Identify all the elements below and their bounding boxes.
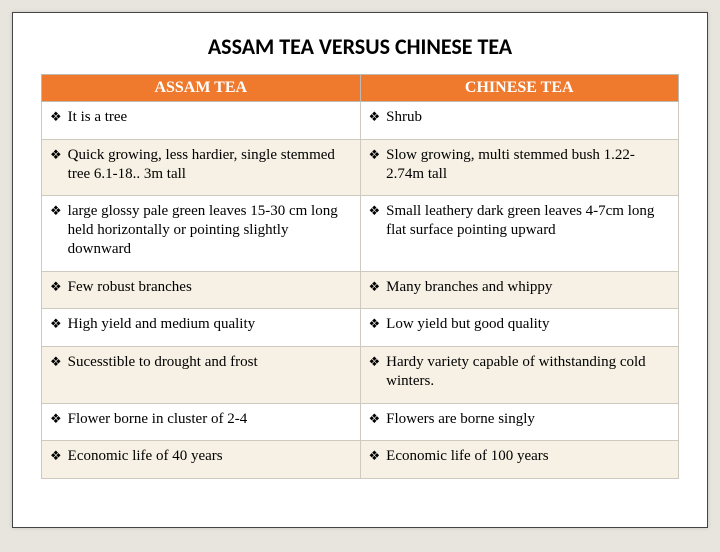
table-row: ❖ Flower borne in cluster of 2-4 ❖ Flowers…: [42, 403, 679, 441]
cell-text: Quick growing, less hardier, single stem…: [68, 146, 352, 184]
cell-text: Flowers are borne singly: [386, 410, 670, 429]
col-header-assam: ASSAM TEA: [42, 75, 361, 102]
cell-text: High yield and medium quality: [68, 315, 352, 334]
cell-right: ❖ Flowers are borne singly: [360, 403, 679, 441]
bullet-icon: ❖: [369, 146, 381, 184]
slide-frame: ASSAM TEA VERSUS CHINESE TEA ASSAM TEA C…: [12, 12, 708, 528]
table-row: ❖ It is a tree ❖ Shrub: [42, 102, 679, 140]
cell-text: Economic life of 100 years: [386, 447, 670, 466]
cell-right: ❖Slow growing, multi stemmed bush 1.22-2…: [360, 139, 679, 196]
table-row: ❖Sucesstible to drought and frost ❖Hardy…: [42, 347, 679, 404]
cell-left: ❖ Sucesstible to drought and frost: [42, 347, 361, 404]
cell-left: ❖large glossy pale green leaves 15-30 cm…: [42, 196, 361, 271]
bullet-icon: ❖: [50, 353, 62, 372]
bullet-icon: ❖: [50, 410, 62, 429]
bullet-icon: ❖: [50, 278, 62, 297]
cell-text: Flower borne in cluster of 2-4: [68, 410, 352, 429]
cell-right: ❖ Economic life of 100 years: [360, 441, 679, 479]
cell-text: Shrub: [386, 108, 670, 127]
cell-right: ❖Small leathery dark green leaves 4-7cm …: [360, 196, 679, 271]
bullet-icon: ❖: [369, 108, 381, 127]
table-row: ❖Quick growing, less hardier, single ste…: [42, 139, 679, 196]
cell-left: ❖ Flower borne in cluster of 2-4: [42, 403, 361, 441]
cell-text: Small leathery dark green leaves 4-7cm l…: [386, 202, 670, 240]
bullet-icon: ❖: [369, 278, 381, 297]
cell-left: ❖ High yield and medium quality: [42, 309, 361, 347]
bullet-icon: ❖: [50, 146, 62, 184]
cell-right: ❖ Many branches and whippy: [360, 271, 679, 309]
cell-text: Low yield but good quality: [386, 315, 670, 334]
table-row: ❖large glossy pale green leaves 15-30 cm…: [42, 196, 679, 271]
bullet-icon: ❖: [369, 447, 381, 466]
cell-text: It is a tree: [68, 108, 352, 127]
cell-right: ❖ Low yield but good quality: [360, 309, 679, 347]
cell-text: large glossy pale green leaves 15-30 cm …: [68, 202, 352, 258]
cell-text: Slow growing, multi stemmed bush 1.22-2.…: [386, 146, 670, 184]
bullet-icon: ❖: [369, 315, 381, 334]
cell-text: Hardy variety capable of withstanding co…: [386, 353, 670, 391]
table-row: ❖ Economic life of 40 years ❖ Economic lif…: [42, 441, 679, 479]
bullet-icon: ❖: [50, 108, 62, 127]
bullet-icon: ❖: [50, 315, 62, 334]
cell-left: ❖Quick growing, less hardier, single ste…: [42, 139, 361, 196]
cell-left: ❖ Economic life of 40 years: [42, 441, 361, 479]
table-header-row: ASSAM TEA CHINESE TEA: [42, 75, 679, 102]
cell-text: Sucesstible to drought and frost: [68, 353, 352, 372]
cell-left: ❖ Few robust branches: [42, 271, 361, 309]
cell-right: ❖Hardy variety capable of withstanding c…: [360, 347, 679, 404]
cell-right: ❖ Shrub: [360, 102, 679, 140]
table-body: ❖It is a tree ❖Shrub ❖Quick growing, les…: [42, 102, 679, 479]
bullet-icon: ❖: [369, 353, 381, 391]
bullet-icon: ❖: [369, 202, 381, 240]
slide-title: ASSAM TEA VERSUS CHINESE TEA: [41, 33, 679, 60]
cell-text: Few robust branches: [68, 278, 352, 297]
bullet-icon: ❖: [50, 447, 62, 466]
col-header-chinese: CHINESE TEA: [360, 75, 679, 102]
bullet-icon: ❖: [369, 410, 381, 429]
table-row: ❖ High yield and medium quality ❖ Low yiel…: [42, 309, 679, 347]
cell-left: ❖ It is a tree: [42, 102, 361, 140]
cell-text: Economic life of 40 years: [68, 447, 352, 466]
bullet-icon: ❖: [50, 202, 62, 258]
table-row: ❖ Few robust branches ❖ Many branches and …: [42, 271, 679, 309]
comparison-table: ASSAM TEA CHINESE TEA ❖ It is a tree ❖ Shr…: [41, 74, 679, 479]
cell-text: Many branches and whippy: [386, 278, 670, 297]
